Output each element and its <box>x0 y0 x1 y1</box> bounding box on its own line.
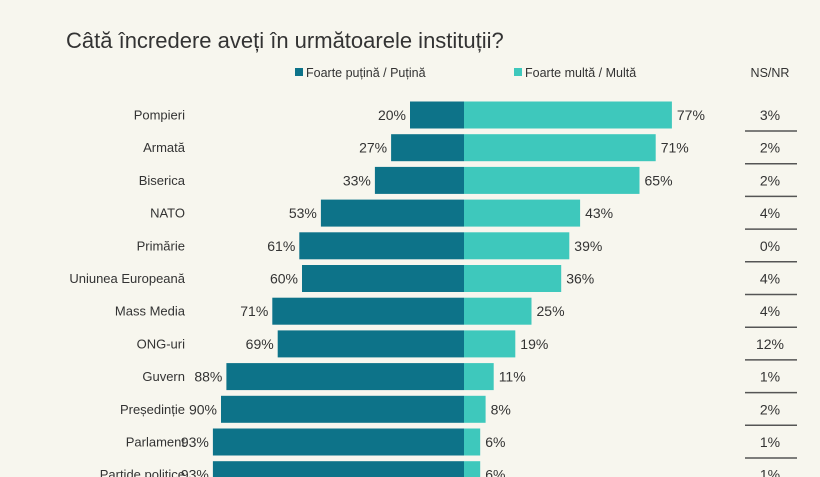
nsnr-value: 1% <box>760 369 780 385</box>
bar-high-trust <box>464 330 516 358</box>
bar-high-trust <box>464 461 481 477</box>
category-label: Președinție <box>120 402 185 417</box>
nsnr-value: 12% <box>756 336 784 352</box>
value-label-high: 19% <box>520 336 548 352</box>
bar-low-trust <box>272 297 464 325</box>
category-label: NATO <box>150 206 185 221</box>
value-label-low: 33% <box>343 172 371 188</box>
category-label: Biserica <box>139 173 186 188</box>
nsnr-value: 2% <box>760 401 780 417</box>
value-label-high: 8% <box>491 401 511 417</box>
category-label: Pompieri <box>134 108 185 123</box>
bar-low-trust <box>410 101 464 129</box>
bar-high-trust <box>464 265 562 292</box>
value-label-low: 93% <box>181 467 209 477</box>
nsnr-value: 1% <box>760 434 780 450</box>
category-label: Parlament <box>126 435 186 450</box>
value-label-low: 88% <box>194 369 222 385</box>
bar-high-trust <box>464 297 532 325</box>
value-label-low: 90% <box>189 401 217 417</box>
value-label-low: 60% <box>270 271 298 287</box>
nsnr-value: 2% <box>760 140 780 156</box>
category-label: Armată <box>143 140 186 155</box>
value-label-high: 6% <box>485 467 505 477</box>
bar-high-trust <box>464 428 481 456</box>
value-label-high: 71% <box>661 140 689 156</box>
category-label: Guvern <box>142 369 185 384</box>
bar-low-trust <box>320 199 464 227</box>
legend-swatch-low <box>295 68 303 76</box>
bar-high-trust <box>464 166 640 194</box>
value-label-low: 27% <box>359 140 387 156</box>
bar-low-trust <box>212 428 464 456</box>
value-label-low: 69% <box>246 336 274 352</box>
legend-label-low: Foarte puțină / Puțină <box>306 66 426 80</box>
value-label-high: 39% <box>574 238 602 254</box>
value-label-low: 93% <box>181 434 209 450</box>
nsnr-header: NS/NR <box>751 66 790 80</box>
nsnr-value: 4% <box>760 271 780 287</box>
value-label-high: 36% <box>566 271 594 287</box>
bar-low-trust <box>302 265 464 292</box>
value-label-high: 11% <box>499 369 526 385</box>
value-label-high: 43% <box>585 205 613 221</box>
chart-title: Câtă încredere aveți în următoarele inst… <box>66 28 504 53</box>
nsnr-value: 1% <box>760 467 780 477</box>
bar-low-trust <box>212 461 464 477</box>
category-label: Mass Media <box>115 304 186 319</box>
bar-high-trust <box>464 363 494 391</box>
nsnr-value: 4% <box>760 303 780 319</box>
value-label-high: 65% <box>645 172 673 188</box>
nsnr-value: 2% <box>760 172 780 188</box>
category-label: Primărie <box>137 238 185 253</box>
category-label: Partide politice <box>100 467 185 477</box>
bar-low-trust <box>299 232 464 260</box>
bar-low-trust <box>391 134 464 162</box>
nsnr-value: 4% <box>760 205 780 221</box>
bar-high-trust <box>464 101 672 129</box>
bar-high-trust <box>464 199 581 227</box>
bar-high-trust <box>464 134 656 162</box>
value-label-low: 61% <box>267 238 295 254</box>
value-label-high: 77% <box>677 107 705 123</box>
bar-low-trust <box>221 395 464 423</box>
legend-label-high: Foarte multă / Multă <box>525 66 636 80</box>
category-label: Uniunea Europeană <box>69 271 185 286</box>
bar-low-trust <box>374 166 464 194</box>
bar-low-trust <box>277 330 464 358</box>
bar-low-trust <box>226 363 464 391</box>
nsnr-value: 3% <box>760 107 780 123</box>
value-label-low: 53% <box>289 205 317 221</box>
legend-swatch-high <box>514 68 522 76</box>
value-label-high: 25% <box>537 303 565 319</box>
value-label-low: 20% <box>378 107 406 123</box>
bar-high-trust <box>464 232 570 260</box>
value-label-high: 6% <box>485 434 505 450</box>
nsnr-value: 0% <box>760 238 780 254</box>
bar-high-trust <box>464 395 486 423</box>
value-label-low: 71% <box>240 303 268 319</box>
category-label: ONG-uri <box>137 336 186 351</box>
